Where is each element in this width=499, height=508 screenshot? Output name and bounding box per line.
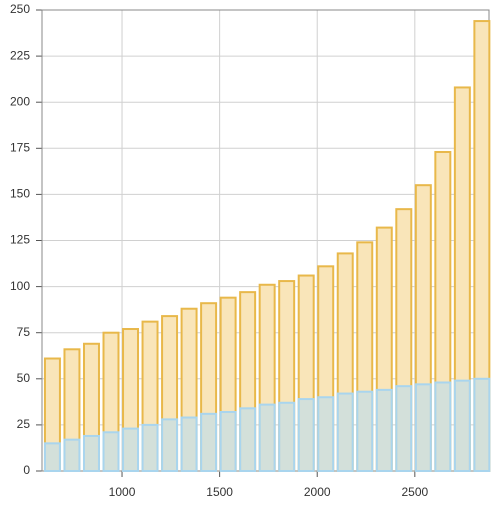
y-tick-label: 250 bbox=[10, 2, 30, 16]
y-tick-label: 200 bbox=[10, 94, 30, 108]
bar bbox=[102, 431, 120, 472]
bar bbox=[434, 381, 452, 473]
bar bbox=[317, 396, 335, 472]
bar bbox=[356, 390, 374, 473]
bar bbox=[297, 398, 315, 473]
y-tick-label: 100 bbox=[10, 279, 30, 293]
y-tick-label: 175 bbox=[10, 140, 30, 154]
bar bbox=[43, 442, 61, 472]
bar bbox=[180, 416, 198, 472]
y-tick-label: 0 bbox=[23, 463, 30, 477]
y-tick-label: 50 bbox=[17, 371, 31, 385]
x-tick-label: 2000 bbox=[304, 485, 331, 499]
bar bbox=[278, 401, 296, 472]
y-tick-label: 225 bbox=[10, 48, 30, 62]
bar bbox=[161, 418, 179, 473]
bar bbox=[375, 388, 393, 473]
bar bbox=[200, 412, 218, 472]
bar bbox=[336, 392, 354, 472]
x-tick-label: 1000 bbox=[109, 485, 136, 499]
x-tick-label: 2500 bbox=[401, 485, 428, 499]
bar bbox=[141, 423, 159, 472]
bar bbox=[414, 383, 432, 472]
bar bbox=[258, 403, 276, 472]
bar bbox=[122, 427, 140, 473]
bar bbox=[395, 385, 413, 472]
x-tick-label: 1500 bbox=[206, 485, 233, 499]
bar bbox=[63, 438, 81, 473]
y-tick-label: 25 bbox=[17, 417, 31, 431]
y-tick-label: 125 bbox=[10, 233, 30, 247]
bar bbox=[82, 434, 100, 472]
y-tick-label: 75 bbox=[17, 325, 31, 339]
y-tick-label: 150 bbox=[10, 187, 30, 201]
bar bbox=[473, 377, 491, 472]
bar bbox=[239, 407, 257, 472]
bar bbox=[219, 410, 237, 473]
bar bbox=[453, 379, 471, 473]
